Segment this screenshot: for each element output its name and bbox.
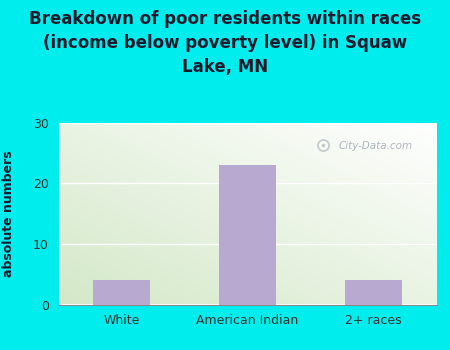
Text: City-Data.com: City-Data.com [338,141,412,151]
Bar [93,280,150,304]
Bar [345,280,402,304]
Text: Breakdown of poor residents within races
(income below poverty level) in Squaw
L: Breakdown of poor residents within races… [29,10,421,76]
Text: absolute numbers: absolute numbers [3,150,15,277]
Bar [219,165,276,304]
